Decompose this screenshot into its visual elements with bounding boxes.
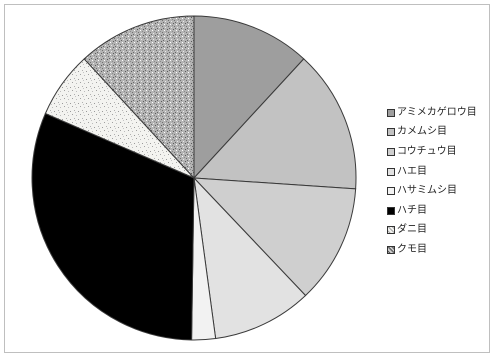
legend-swatch — [387, 108, 395, 117]
legend-swatch — [387, 187, 395, 196]
pie-slice-3 — [192, 177, 357, 297]
pie-slice-1 — [193, 15, 305, 180]
legend-item: コウチュウ目 — [387, 142, 495, 162]
legend-swatch — [387, 128, 395, 137]
legend-label: ハサミムシ目 — [397, 185, 457, 197]
legend-item: クモ目 — [387, 240, 495, 260]
legend-label: ハチ目 — [397, 204, 427, 216]
legend-item: ハエ目 — [387, 162, 495, 182]
legend-swatch — [387, 167, 395, 176]
legend-swatch — [387, 245, 395, 254]
legend-label: カメムシ目 — [397, 126, 447, 138]
legend-label: ダニ目 — [397, 224, 427, 236]
legend: アミメカゲロウ目 カメムシ目コウチュウ目 ハエ目ハサミムシ目 ハチ目ダニ目クモ目 — [387, 103, 495, 260]
pie-slice-6 — [31, 112, 195, 341]
legend-item: ダニ目 — [387, 221, 495, 241]
legend-swatch — [387, 226, 395, 235]
legend-item: カメムシ目 — [387, 123, 495, 143]
pie-slice-8 — [83, 15, 195, 180]
legend-label: コウチュウ目 — [397, 145, 457, 157]
legend-swatch — [387, 206, 395, 215]
chart-area: アミメカゲロウ目 カメムシ目コウチュウ目 ハエ目ハサミムシ目 ハチ目ダニ目クモ目 — [4, 4, 490, 353]
legend-swatch — [387, 147, 395, 156]
legend-label: クモ目 — [397, 243, 427, 255]
legend-item: ハサミムシ目 — [387, 181, 495, 201]
legend-item: アミメカゲロウ目 — [387, 103, 495, 123]
pie-slice-4 — [193, 176, 307, 340]
legend-label: アミメカゲロウ目 — [397, 106, 477, 118]
legend-label: ハエ目 — [397, 165, 427, 177]
pie-slice-2 — [192, 58, 357, 190]
pie-chart — [31, 15, 357, 341]
legend-item: ハチ目 — [387, 201, 495, 221]
